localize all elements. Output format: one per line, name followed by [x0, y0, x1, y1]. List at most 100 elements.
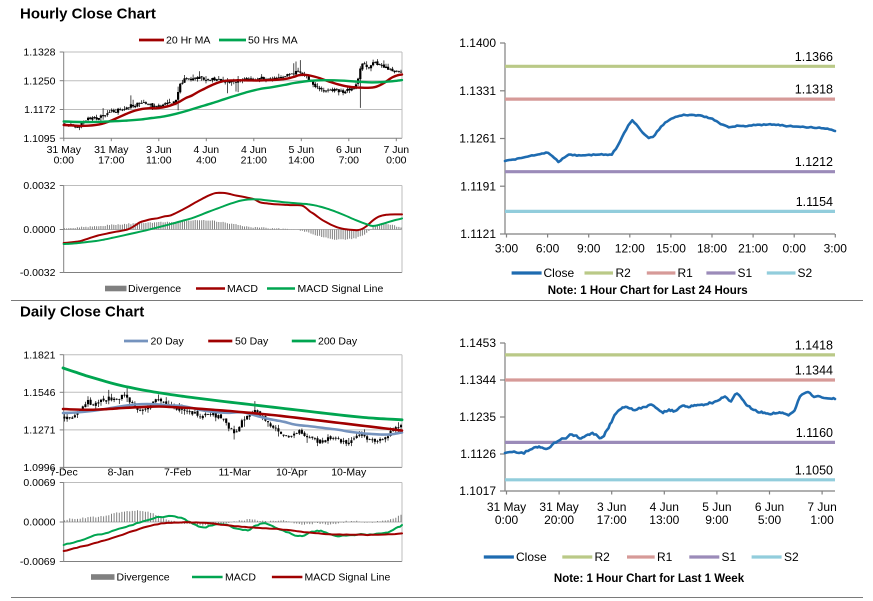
svg-text:1.1050: 1.1050 [795, 463, 833, 477]
svg-text:1.0996: 1.0996 [23, 462, 55, 474]
svg-text:4 Jun: 4 Jun [241, 144, 267, 156]
svg-text:1.1318: 1.1318 [795, 83, 833, 97]
svg-text:1.1400: 1.1400 [459, 36, 496, 50]
svg-text:15:00: 15:00 [656, 242, 686, 256]
svg-text:31 May: 31 May [539, 500, 578, 514]
svg-text:S2: S2 [798, 266, 813, 280]
svg-text:7-Dec: 7-Dec [50, 467, 78, 479]
svg-text:4:00: 4:00 [196, 155, 217, 167]
svg-text:12:00: 12:00 [615, 242, 645, 256]
svg-text:1.1546: 1.1546 [23, 387, 55, 399]
svg-text:R2: R2 [616, 266, 632, 280]
svg-text:20:00: 20:00 [544, 513, 574, 527]
svg-text:9:00: 9:00 [577, 242, 601, 256]
svg-text:Note: 1 Hour Chart for Last 24: Note: 1 Hour Chart for Last 24 Hours [548, 285, 748, 297]
svg-text:Divergence: Divergence [117, 572, 170, 584]
svg-text:5 Jun: 5 Jun [288, 144, 314, 156]
svg-text:0.0000: 0.0000 [23, 224, 55, 236]
svg-text:17:00: 17:00 [597, 513, 627, 527]
svg-text:1.1235: 1.1235 [459, 410, 496, 424]
svg-text:Hourly Close Chart: Hourly Close Chart [20, 6, 156, 23]
svg-text:0.0069: 0.0069 [23, 477, 55, 489]
svg-text:1.1331: 1.1331 [459, 84, 496, 98]
svg-text:-0.0069: -0.0069 [20, 556, 56, 568]
svg-text:Daily Close Chart: Daily Close Chart [20, 304, 144, 321]
svg-text:7 Jun: 7 Jun [383, 144, 409, 156]
svg-text:4 Jun: 4 Jun [193, 144, 219, 156]
svg-text:6 Jun: 6 Jun [755, 500, 784, 514]
svg-text:Close: Close [544, 266, 575, 280]
svg-text:31 May: 31 May [47, 144, 82, 156]
svg-text:50 Hrs MA: 50 Hrs MA [248, 35, 298, 47]
svg-text:1:00: 1:00 [810, 513, 834, 527]
svg-text:0:00: 0:00 [495, 513, 519, 527]
svg-text:0.0000: 0.0000 [23, 517, 55, 529]
svg-text:Note: 1 Hour Chart for Last 1: Note: 1 Hour Chart for Last 1 Week [554, 573, 745, 585]
svg-text:6 Jun: 6 Jun [336, 144, 362, 156]
svg-text:1.1095: 1.1095 [23, 133, 55, 145]
svg-text:1.1160: 1.1160 [796, 426, 833, 440]
svg-text:MACD: MACD [225, 572, 256, 584]
svg-text:1.1212: 1.1212 [795, 155, 833, 169]
svg-text:21:00: 21:00 [738, 242, 768, 256]
svg-text:1.1271: 1.1271 [23, 425, 55, 437]
svg-text:10-May: 10-May [331, 467, 367, 479]
svg-text:11-Mar: 11-Mar [218, 467, 251, 479]
svg-text:1.1017: 1.1017 [459, 484, 496, 498]
svg-text:1.1453: 1.1453 [459, 336, 496, 350]
svg-text:R2: R2 [595, 550, 611, 564]
svg-text:17:00: 17:00 [98, 155, 124, 167]
svg-text:20 Day: 20 Day [151, 336, 185, 348]
svg-text:21:00: 21:00 [241, 155, 267, 167]
svg-text:1.1121: 1.1121 [460, 227, 496, 241]
svg-text:1.1418: 1.1418 [795, 338, 833, 352]
svg-text:1.1154: 1.1154 [796, 195, 833, 209]
svg-text:Close: Close [516, 550, 547, 564]
svg-text:6:00: 6:00 [536, 242, 560, 256]
svg-text:5:00: 5:00 [758, 513, 782, 527]
svg-text:MACD Signal Line: MACD Signal Line [305, 572, 391, 584]
svg-text:R1: R1 [657, 550, 673, 564]
svg-text:MACD: MACD [227, 283, 258, 295]
svg-text:4 Jun: 4 Jun [650, 500, 679, 514]
svg-text:1.1344: 1.1344 [459, 373, 496, 387]
svg-text:1.1328: 1.1328 [23, 47, 55, 59]
svg-text:S1: S1 [722, 550, 737, 564]
svg-text:1.1261: 1.1261 [459, 132, 496, 146]
svg-text:3 Jun: 3 Jun [597, 500, 626, 514]
svg-text:3 Jun: 3 Jun [146, 144, 172, 156]
svg-text:S1: S1 [738, 266, 753, 280]
svg-text:1.1821: 1.1821 [23, 349, 55, 361]
svg-text:3:00: 3:00 [824, 242, 848, 256]
svg-text:5 Jun: 5 Jun [702, 500, 731, 514]
svg-text:50 Day: 50 Day [235, 336, 269, 348]
svg-text:1.1366: 1.1366 [795, 50, 833, 64]
svg-text:9:00: 9:00 [705, 513, 729, 527]
svg-text:1.1172: 1.1172 [24, 104, 55, 116]
svg-text:0.0032: 0.0032 [23, 180, 55, 192]
svg-text:1.1191: 1.1191 [460, 179, 496, 193]
svg-text:13:00: 13:00 [649, 513, 679, 527]
svg-text:14:00: 14:00 [288, 155, 314, 167]
svg-text:10-Apr: 10-Apr [276, 467, 308, 479]
svg-text:1.1250: 1.1250 [23, 75, 55, 87]
svg-text:7-Feb: 7-Feb [164, 467, 192, 479]
svg-text:0:00: 0:00 [386, 155, 407, 167]
svg-text:0:00: 0:00 [54, 155, 75, 167]
svg-text:1.1344: 1.1344 [795, 364, 833, 378]
svg-text:S2: S2 [784, 550, 799, 564]
svg-text:7 Jun: 7 Jun [807, 500, 836, 514]
svg-text:18:00: 18:00 [697, 242, 727, 256]
svg-text:3:00: 3:00 [495, 242, 519, 256]
svg-text:0:00: 0:00 [783, 242, 807, 256]
svg-text:20 Hr MA: 20 Hr MA [166, 35, 210, 47]
svg-text:8-Jan: 8-Jan [108, 467, 134, 479]
svg-text:31 May: 31 May [487, 500, 526, 514]
svg-text:-0.0032: -0.0032 [20, 267, 56, 279]
svg-text:R1: R1 [678, 266, 694, 280]
svg-text:MACD Signal Line: MACD Signal Line [298, 283, 384, 295]
svg-text:Divergence: Divergence [128, 283, 181, 295]
svg-text:7:00: 7:00 [339, 155, 360, 167]
svg-text:31 May: 31 May [94, 144, 129, 156]
svg-text:200 Day: 200 Day [318, 336, 358, 348]
